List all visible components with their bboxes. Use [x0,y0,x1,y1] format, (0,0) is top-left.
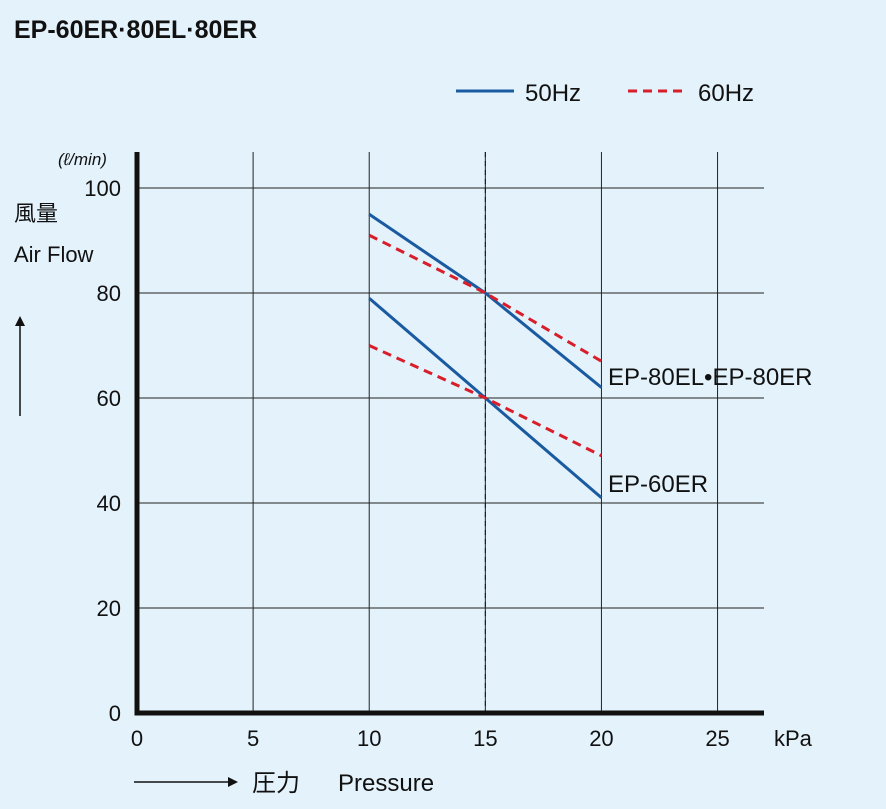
legend-60hz-label: 60Hz [698,80,754,107]
y-tick-label-0: 0 [109,701,121,726]
y-axis-label-jp: 風量 [14,201,58,226]
x-tick-label-15: 15 [473,726,497,751]
x-tick-label-5: 5 [247,726,259,751]
tick-labels: 0 5 10 15 20 25 0 20 40 60 80 100 [84,176,730,751]
annotation-ep80: EP-80EL•EP-80ER [608,364,813,391]
y-axis-label-en: Air Flow [14,242,94,267]
y-tick-label-100: 100 [84,176,121,201]
y-tick-label-20: 20 [97,596,121,621]
x-tick-label-20: 20 [589,726,613,751]
y-axis-label-en-text: Air Flow [14,242,94,267]
y-unit: (ℓ/min) [58,150,107,169]
x-unit: kPa [774,726,813,751]
axes [134,152,764,716]
x-axis-label-jp: 圧力 [252,770,300,797]
legend-50hz-label: 50Hz [525,80,581,107]
x-tick-label-10: 10 [357,726,381,751]
legend: 50Hz 60Hz [456,80,754,107]
annotation-ep60: EP-60ER [608,471,708,498]
series-ep-60er-60hz [368,344,603,458]
y-tick-label-40: 40 [97,491,121,516]
series-layer [368,213,603,499]
x-tick-label-25: 25 [705,726,729,751]
x-tick-label-0: 0 [131,726,143,751]
x-axis-label-en: Pressure [338,770,434,797]
series-ep-80el-ep-80er-50hz [368,213,603,389]
chart-title: EP-60ER·80EL·80ER [14,16,257,44]
y-tick-label-60: 60 [97,386,121,411]
grid [137,152,764,713]
y-tick-label-80: 80 [97,281,121,306]
